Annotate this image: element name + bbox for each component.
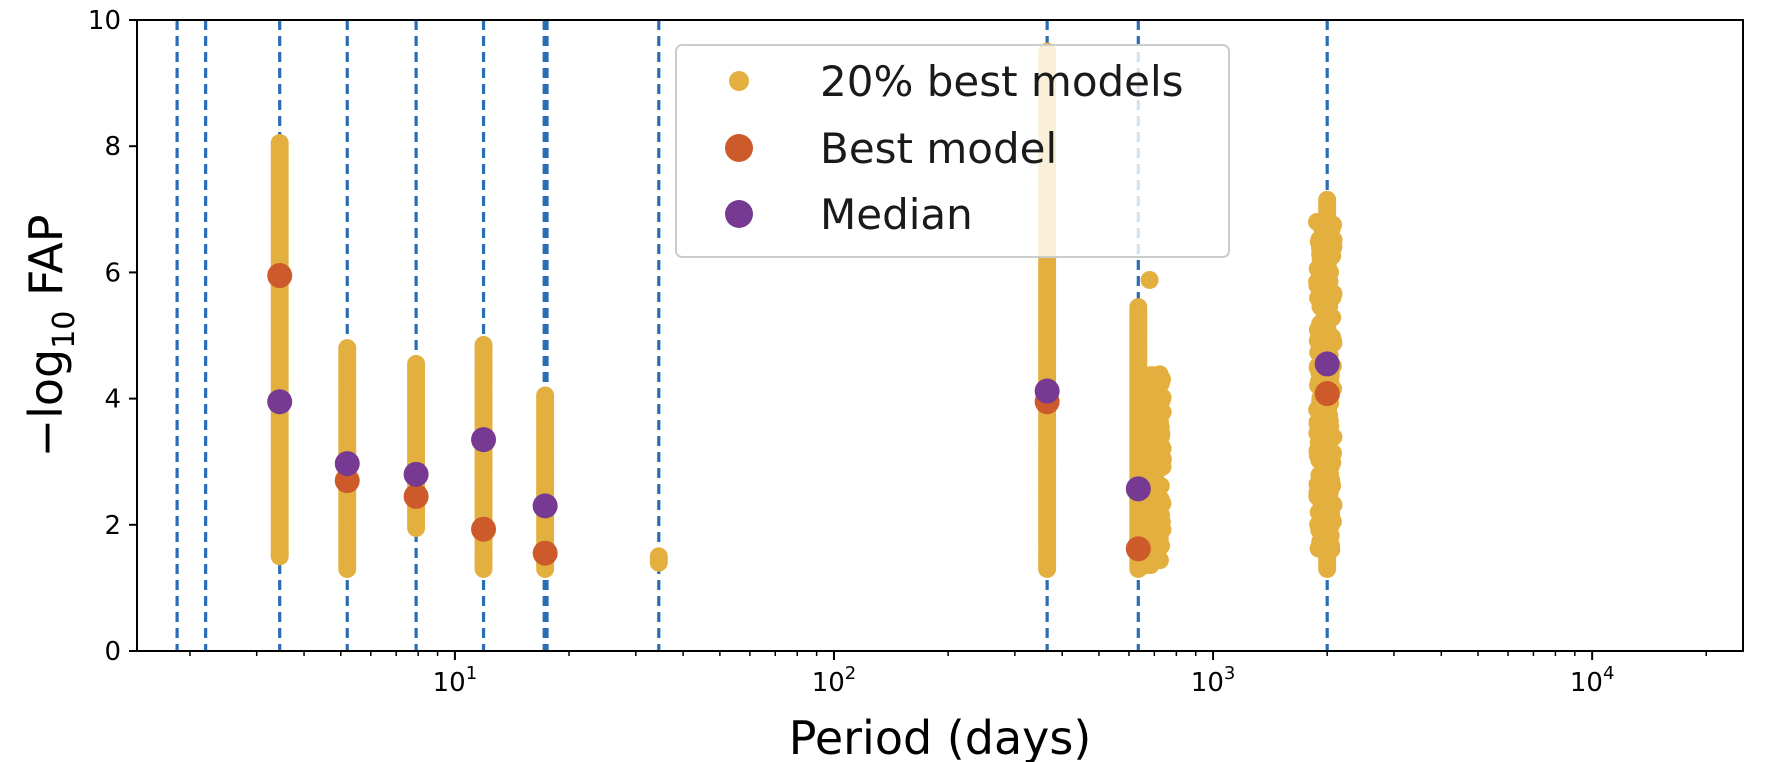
point-20pct-best [1153, 403, 1172, 422]
point-20pct-best [1152, 423, 1171, 442]
point-20pct-best [1323, 246, 1342, 265]
data-points [267, 42, 1343, 578]
point-20pct-best [1318, 190, 1337, 209]
point-20pct-best [1323, 331, 1342, 350]
y-tick-label: 4 [104, 385, 121, 415]
point-20pct-best [1322, 471, 1341, 490]
x-tick-label: 101 [433, 663, 478, 698]
point-20pct-best [1138, 435, 1157, 454]
plot-frame [136, 19, 1744, 652]
point-20pct-best [1140, 270, 1159, 289]
point-20pct-best [1308, 276, 1327, 295]
legend-label-best: Best model [820, 124, 1057, 173]
point-median [1125, 476, 1151, 502]
point-20pct-best [649, 547, 668, 566]
x-tick-label: 104 [1570, 663, 1615, 698]
point-20pct-best [1307, 212, 1326, 231]
axis-ticks: 0 2 4 6 8 10 101 102 103 104 [88, 6, 1708, 698]
x-tick-label: 102 [812, 663, 857, 698]
point-20pct-best [1322, 426, 1341, 445]
point-median [532, 493, 558, 519]
point-20pct-best [407, 354, 426, 373]
legend: 20% best models Best model Median [675, 44, 1230, 258]
point-best-model [403, 483, 429, 509]
point-best-model [471, 516, 497, 542]
legend-marker-best [725, 134, 753, 162]
point-20pct-best [1143, 375, 1162, 394]
point-median [471, 427, 497, 453]
point-20pct-best [1147, 495, 1166, 514]
point-20pct-best [1309, 503, 1328, 522]
point-20pct-best [270, 544, 289, 563]
legend-marker-best20 [729, 71, 749, 91]
point-best-model [267, 263, 293, 289]
legend-box [675, 44, 1230, 258]
y-tick-label: 8 [104, 132, 121, 162]
point-median [1034, 378, 1060, 404]
point-median [1314, 351, 1340, 377]
point-20pct-best [338, 339, 357, 358]
y-tick-label: 2 [104, 511, 121, 541]
point-20pct-best [536, 386, 555, 405]
point-20pct-best [1148, 540, 1167, 559]
point-20pct-best [1310, 450, 1329, 469]
legend-label-best20: 20% best models [820, 57, 1184, 106]
point-20pct-best [1320, 233, 1339, 252]
point-best-model [1314, 381, 1340, 407]
x-tick-label: 103 [1191, 663, 1236, 698]
point-20pct-best [1141, 390, 1160, 409]
point-20pct-best [1134, 403, 1153, 422]
point-20pct-best [1152, 512, 1171, 531]
y-tick-label: 0 [104, 637, 121, 667]
point-20pct-best [1129, 298, 1148, 317]
point-median [267, 389, 293, 415]
point-median [334, 451, 360, 477]
point-20pct-best [474, 335, 493, 354]
legend-label-median: Median [820, 190, 973, 239]
point-20pct-best [1319, 299, 1338, 318]
point-20pct-best [270, 134, 289, 153]
y-tick-label: 6 [104, 258, 121, 288]
point-20pct-best [1311, 319, 1330, 338]
point-best-model [1125, 536, 1151, 562]
legend-marker-median [725, 200, 753, 228]
x-axis-label: Period (days) [789, 711, 1092, 762]
y-tick-label: 10 [88, 6, 121, 36]
point-median [403, 461, 429, 487]
point-best-model [532, 540, 558, 566]
y-axis-label: −log10 FAP [19, 215, 82, 458]
point-20pct-best [1151, 477, 1170, 496]
point-20pct-best [1322, 536, 1341, 555]
